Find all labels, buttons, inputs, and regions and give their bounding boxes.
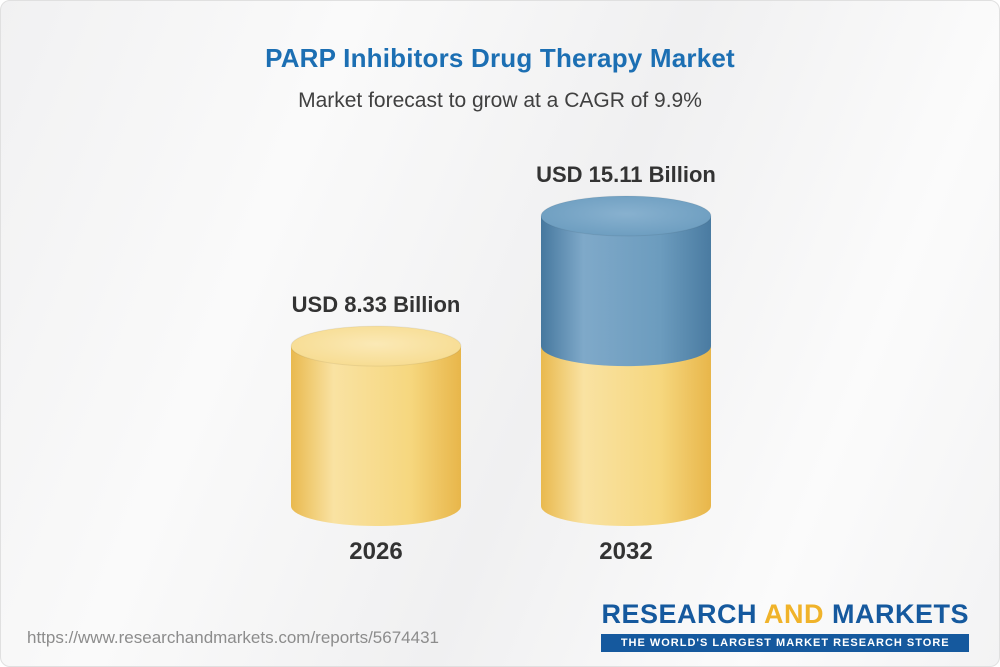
report-url-link[interactable]: https://www.researchandmarkets.com/repor… [27, 628, 439, 647]
bar-segment-gold [541, 346, 711, 526]
value-label: USD 8.33 Billion [292, 292, 461, 317]
chart-subtitle: Market forecast to grow at a CAGR of 9.9… [298, 89, 702, 112]
research-and-markets-logo: RESEARCH AND MARKETS THE WORLD'S LARGEST… [601, 599, 969, 652]
logo-word-markets: MARKETS [832, 599, 969, 629]
value-label: USD 15.11 Billion [536, 162, 716, 187]
logo-word-research: RESEARCH [601, 599, 757, 629]
cylinder-top-ellipse [290, 325, 462, 367]
bar-segment-blue [541, 216, 711, 367]
logo-wordmark: RESEARCH AND MARKETS [601, 599, 969, 630]
cylinder-bar-2026: USD 8.33 Billion 2026 [290, 292, 462, 565]
page-title: PARP Inhibitors Drug Therapy Market [265, 43, 735, 73]
logo-tagline: THE WORLD'S LARGEST MARKET RESEARCH STOR… [601, 634, 969, 652]
category-label: 2026 [349, 538, 402, 565]
bar-segment-gold [291, 346, 461, 526]
cylinder-bar-2032: USD 15.11 Billion 2032 [536, 162, 716, 565]
category-label: 2032 [599, 538, 652, 565]
logo-word-and: AND [763, 599, 824, 629]
cylinder-top-ellipse [540, 195, 712, 237]
